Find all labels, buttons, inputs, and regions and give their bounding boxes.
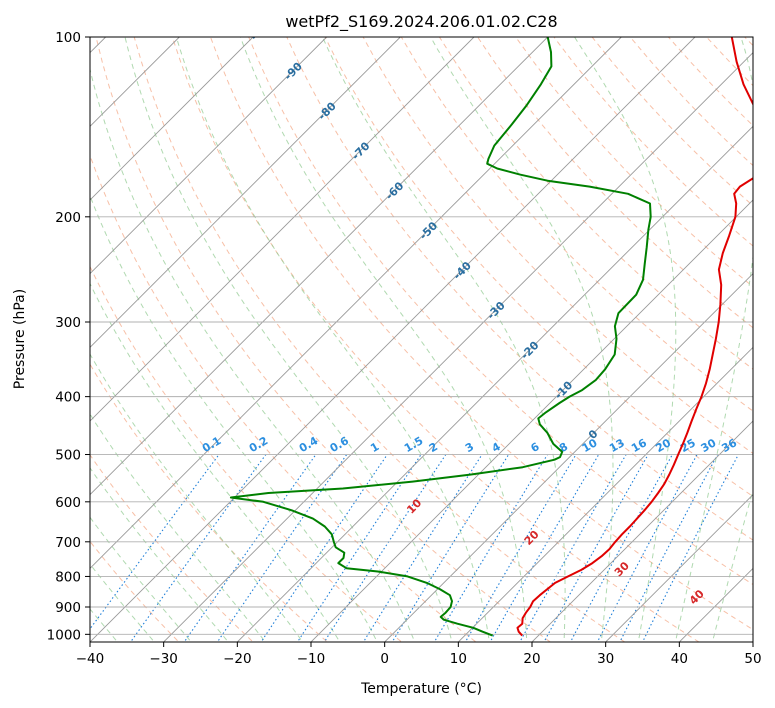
x-tick-label: 10 bbox=[450, 651, 467, 667]
moist-adiabat bbox=[90, 194, 378, 642]
dry-adiabat bbox=[515, 37, 753, 288]
x-tick-label: −20 bbox=[223, 651, 252, 667]
x-tick-label: 20 bbox=[523, 651, 540, 667]
dry-adiabat bbox=[133, 37, 626, 642]
moist-adiabat bbox=[124, 37, 453, 642]
isotherm-line bbox=[90, 37, 548, 496]
moist-adiabat bbox=[90, 413, 267, 642]
mixing-ratio-line bbox=[260, 454, 388, 642]
y-axis-title: Pressure (hPa) bbox=[12, 289, 28, 389]
isotherm-line bbox=[605, 494, 753, 642]
isotherm-line bbox=[531, 420, 753, 642]
mixing-ratio-line bbox=[362, 454, 483, 642]
isotherm-line bbox=[90, 37, 696, 642]
y-tick-label: 1000 bbox=[47, 627, 81, 643]
sounding-profiles bbox=[229, 37, 753, 637]
dry-adiabat bbox=[90, 540, 180, 642]
background-lines bbox=[90, 37, 753, 642]
x-tick-label: 40 bbox=[671, 651, 688, 667]
mixing-ratio-line bbox=[596, 454, 698, 642]
dry-adiabat bbox=[171, 37, 700, 642]
x-tick-label: −40 bbox=[76, 651, 105, 667]
isotherm-line bbox=[90, 37, 622, 569]
y-tick-label: 300 bbox=[55, 315, 81, 331]
mixing-ratio-line bbox=[129, 454, 267, 642]
moist-adiabat bbox=[430, 37, 614, 642]
temperature-profile bbox=[516, 37, 753, 637]
mixing-ratio-line bbox=[183, 454, 317, 642]
chart-title: wetPf2_S169.2024.206.01.02.C28 bbox=[285, 12, 557, 32]
isotherm-line bbox=[458, 346, 753, 642]
y-tick-label: 100 bbox=[55, 30, 81, 46]
moist-adiabat bbox=[322, 37, 566, 642]
isotherm-line bbox=[90, 37, 401, 348]
isotherm-line bbox=[163, 52, 753, 642]
moist-adiabat bbox=[90, 516, 192, 642]
isotherm-line bbox=[90, 37, 327, 275]
isotherm-line bbox=[90, 37, 475, 422]
mixing-ratio-line bbox=[216, 454, 348, 642]
moist-adiabat bbox=[90, 353, 304, 642]
y-tick-label: 500 bbox=[55, 448, 81, 464]
axes: −40 −30 −20 −10 0 10 20 30 40 50 100 200 300 400 500 60… bbox=[47, 30, 762, 667]
moist-adiabat bbox=[674, 37, 753, 642]
mixing-ratio-line bbox=[464, 454, 577, 642]
mixing-ratio-line bbox=[391, 454, 510, 642]
dry-adiabat bbox=[95, 37, 552, 642]
mixing-ratio-line bbox=[569, 454, 673, 642]
x-tick-label: 30 bbox=[597, 651, 614, 667]
y-tick-label: 200 bbox=[55, 210, 81, 226]
dry-adiabat bbox=[438, 37, 753, 370]
isotherm-line bbox=[384, 273, 753, 642]
x-tick-label: 0 bbox=[380, 651, 389, 667]
y-tick-label: 600 bbox=[55, 495, 81, 511]
moist-adiabat bbox=[90, 467, 229, 642]
y-tick-label: 900 bbox=[55, 600, 81, 616]
y-tick-label: 400 bbox=[55, 390, 81, 406]
isotherm-line bbox=[90, 37, 254, 201]
moist-adiabat bbox=[90, 67, 416, 642]
isotherm-line bbox=[310, 199, 753, 642]
dry-adiabat bbox=[248, 37, 753, 586]
y-tick-label: 700 bbox=[55, 535, 81, 551]
x-axis-title: Temperature (°C) bbox=[360, 681, 482, 697]
x-tick-label: −30 bbox=[149, 651, 178, 667]
isotherm-line bbox=[237, 125, 753, 642]
x-tick-label: 50 bbox=[744, 651, 761, 667]
x-tick-label: −10 bbox=[297, 651, 326, 667]
mixing-ratio-line bbox=[296, 454, 422, 642]
gridlines bbox=[90, 37, 753, 642]
mixing-ratio-line bbox=[90, 454, 220, 630]
dry-adiabat bbox=[210, 37, 753, 631]
moist-adiabat bbox=[175, 37, 490, 642]
mixing-ratio-line bbox=[323, 454, 447, 642]
mixing-ratio-line bbox=[433, 454, 548, 642]
dry-adiabat bbox=[90, 453, 254, 642]
dewpoint-profile bbox=[229, 37, 652, 637]
plot-frame bbox=[89, 36, 754, 643]
moist-adiabat bbox=[90, 563, 156, 642]
dry-adiabat bbox=[90, 363, 329, 642]
y-tick-label: 800 bbox=[55, 569, 81, 585]
dry-adiabat bbox=[400, 37, 753, 412]
mixing-ratio-line bbox=[619, 454, 719, 642]
